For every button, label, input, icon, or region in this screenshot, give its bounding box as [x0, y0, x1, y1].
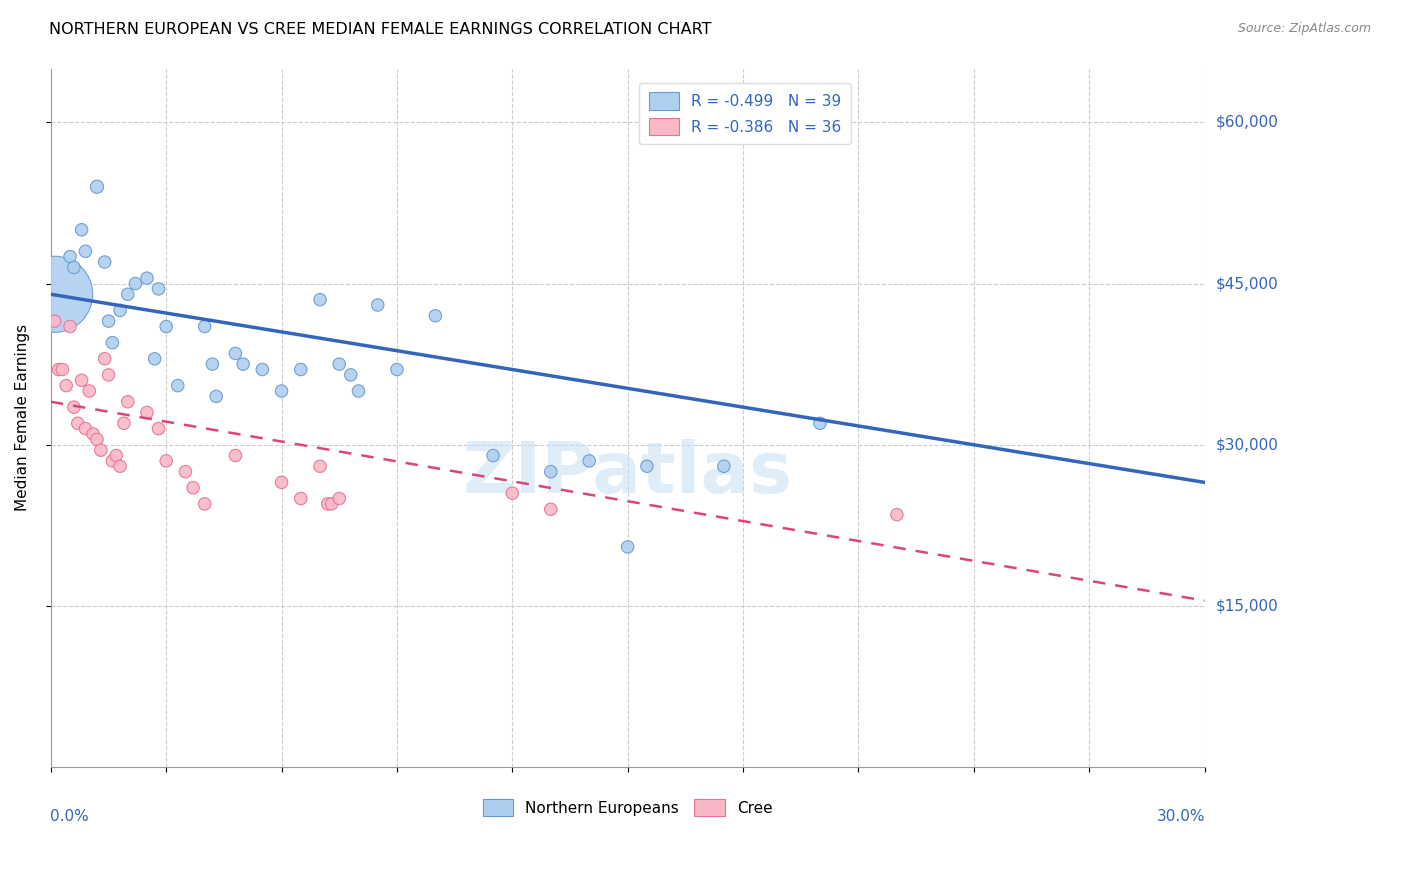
Point [148, 282, 170, 296]
Point [347, 384, 370, 398]
Point [270, 475, 292, 490]
Point [367, 298, 389, 312]
Point [578, 454, 600, 468]
Point [205, 389, 228, 403]
Point [155, 454, 177, 468]
Point [63, 400, 86, 414]
Point [713, 459, 735, 474]
Text: NORTHERN EUROPEAN VS CREE MEDIAN FEMALE EARNINGS CORRELATION CHART: NORTHERN EUROPEAN VS CREE MEDIAN FEMALE … [49, 22, 711, 37]
Point [155, 319, 177, 334]
Point [82, 427, 104, 442]
Point [270, 384, 292, 398]
Point [97, 314, 120, 328]
Point [201, 357, 224, 371]
Legend: Northern Europeans, Cree: Northern Europeans, Cree [477, 793, 779, 822]
Point [75, 244, 97, 259]
Point [309, 459, 332, 474]
Point [181, 481, 204, 495]
Point [224, 346, 246, 360]
Point [117, 287, 139, 301]
Point [290, 362, 312, 376]
Point [97, 368, 120, 382]
Point [143, 351, 166, 366]
Point [328, 491, 350, 506]
Point [339, 368, 361, 382]
Point [290, 491, 312, 506]
Point [309, 293, 332, 307]
Point [194, 319, 217, 334]
Point [540, 502, 562, 516]
Point [86, 433, 108, 447]
Point [540, 465, 562, 479]
Point [75, 422, 97, 436]
Text: $30,000: $30,000 [1216, 437, 1278, 452]
Point [48, 362, 70, 376]
Point [70, 223, 93, 237]
Point [59, 250, 82, 264]
Text: Source: ZipAtlas.com: Source: ZipAtlas.com [1237, 22, 1371, 36]
Point [148, 422, 170, 436]
Point [70, 373, 93, 387]
Point [108, 303, 131, 318]
Point [93, 255, 115, 269]
Point [482, 449, 505, 463]
Point [112, 417, 135, 431]
Point [90, 443, 112, 458]
Text: 30.0%: 30.0% [1157, 809, 1206, 824]
Point [174, 465, 197, 479]
Point [101, 335, 124, 350]
Point [321, 497, 343, 511]
Point [66, 417, 89, 431]
Text: $60,000: $60,000 [1216, 115, 1278, 129]
Y-axis label: Median Female Earnings: Median Female Earnings [15, 325, 30, 511]
Point [124, 277, 146, 291]
Point [136, 271, 159, 285]
Point [501, 486, 523, 500]
Point [44, 314, 66, 328]
Point [385, 362, 408, 376]
Point [224, 449, 246, 463]
Point [636, 459, 658, 474]
Point [425, 309, 447, 323]
Point [79, 384, 101, 398]
Point [101, 454, 124, 468]
Point [886, 508, 908, 522]
Point [194, 497, 217, 511]
Point [59, 319, 82, 334]
Point [252, 362, 274, 376]
Text: ZIPatlas: ZIPatlas [463, 439, 793, 508]
Point [93, 351, 115, 366]
Point [108, 459, 131, 474]
Point [44, 287, 66, 301]
Point [55, 378, 77, 392]
Point [328, 357, 350, 371]
Point [117, 394, 139, 409]
Text: $15,000: $15,000 [1216, 599, 1278, 614]
Point [316, 497, 339, 511]
Point [105, 449, 128, 463]
Point [808, 417, 831, 431]
Text: 0.0%: 0.0% [49, 809, 89, 824]
Point [86, 179, 108, 194]
Point [136, 405, 159, 419]
Point [51, 362, 73, 376]
Point [616, 540, 638, 554]
Point [63, 260, 86, 275]
Point [232, 357, 254, 371]
Text: $45,000: $45,000 [1216, 276, 1278, 291]
Point [166, 378, 188, 392]
